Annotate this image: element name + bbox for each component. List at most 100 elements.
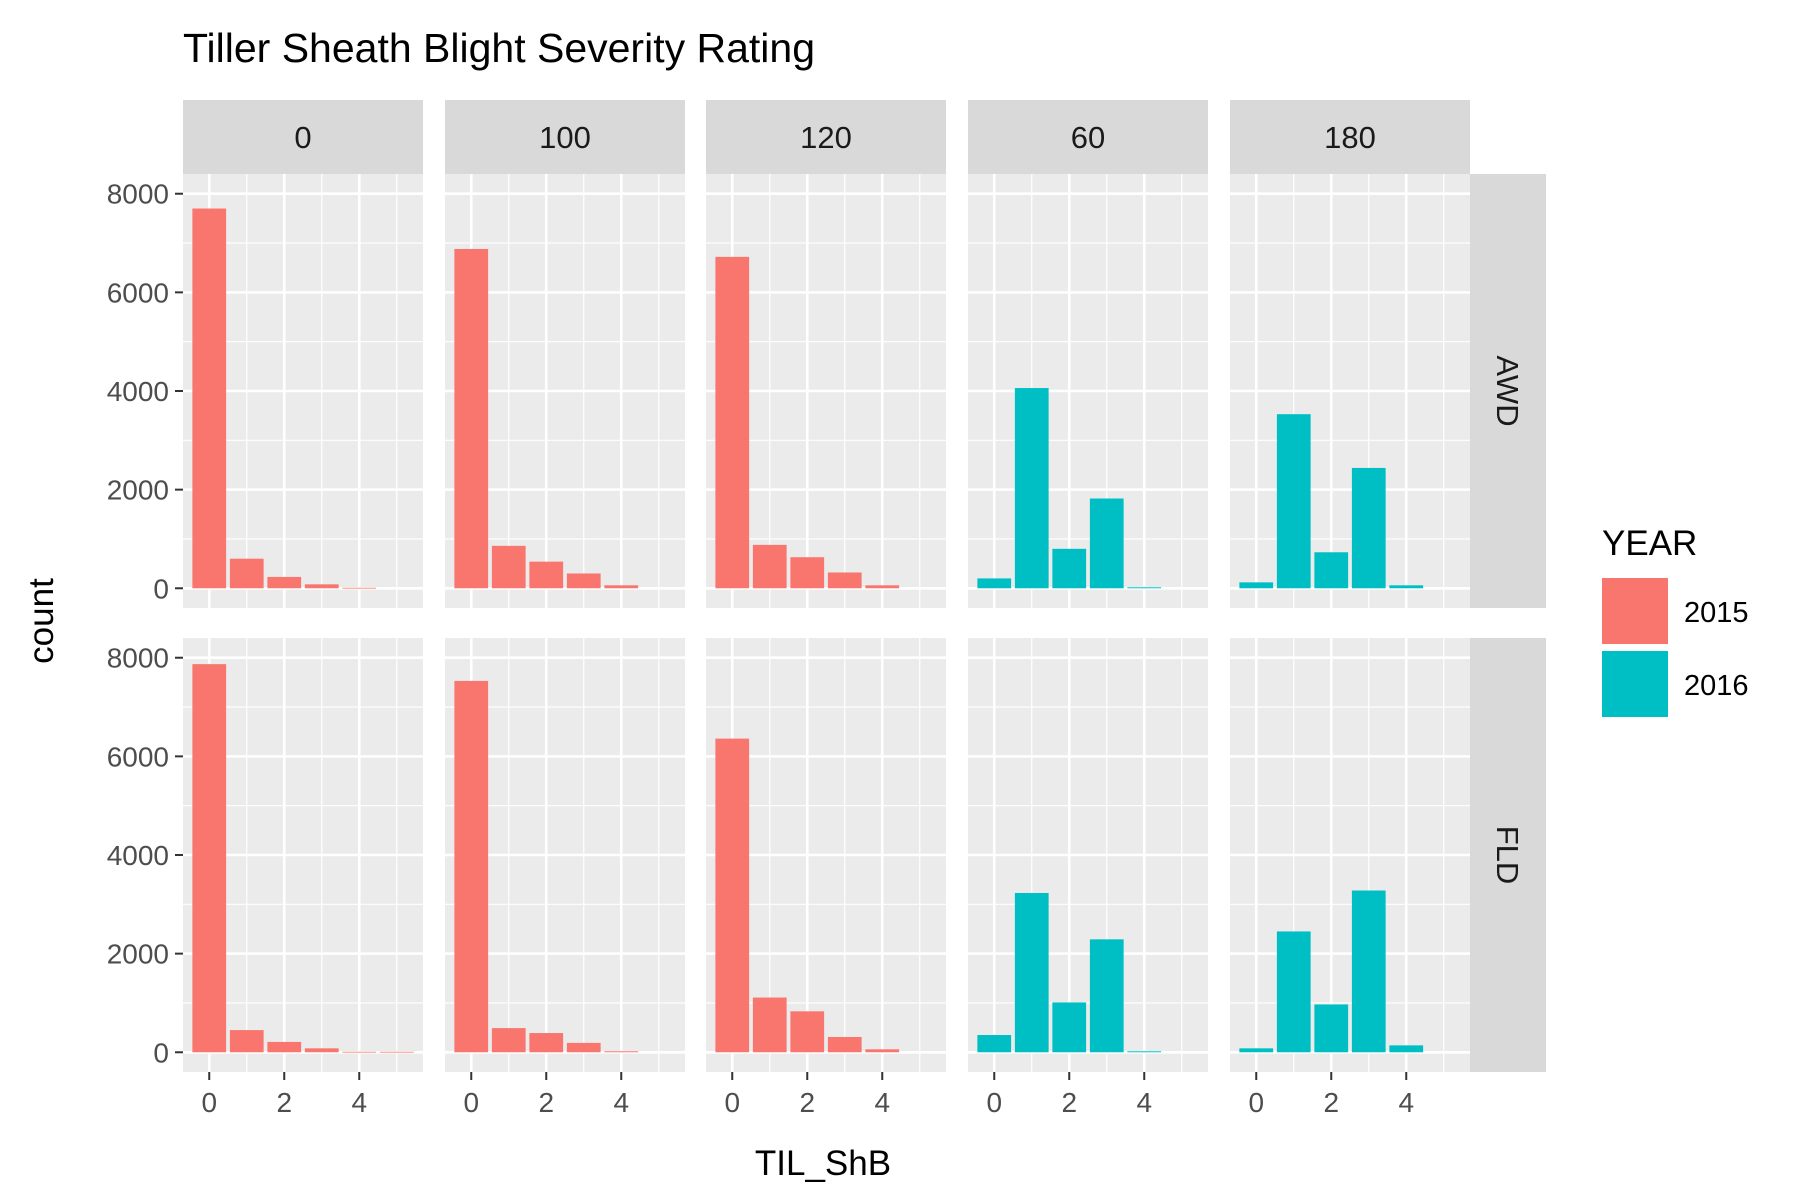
histogram-bar xyxy=(1276,931,1311,1053)
y-tick-label: 4000 xyxy=(107,376,169,407)
histogram-bar xyxy=(1314,1004,1349,1053)
x-axis-label: TIL_ShB xyxy=(755,1144,891,1183)
histogram-bar xyxy=(790,557,825,589)
histogram-bar xyxy=(1127,1051,1162,1053)
histogram-bar xyxy=(1089,498,1124,589)
histogram-bar xyxy=(790,1011,825,1053)
legend-label: 2015 xyxy=(1684,597,1749,629)
histogram-bar xyxy=(342,1051,377,1053)
x-tick-label: 2 xyxy=(799,1087,815,1118)
histogram-bar xyxy=(1351,890,1386,1053)
column-strip xyxy=(1230,100,1470,174)
histogram-bar xyxy=(715,738,750,1053)
row-strip-label: AWD xyxy=(1490,355,1525,426)
column-strip-label: 120 xyxy=(800,120,852,155)
y-tick-label: 0 xyxy=(153,573,169,604)
histogram-bar xyxy=(1389,1045,1424,1053)
histogram-bar xyxy=(1052,1002,1087,1053)
histogram-bar xyxy=(454,248,489,589)
legend: YEAR 2015 2016 xyxy=(1602,524,1749,717)
column-strip-label: 60 xyxy=(1071,120,1105,155)
histogram-bar xyxy=(304,1048,339,1053)
x-tick-label: 4 xyxy=(1136,1087,1152,1118)
histogram-bar xyxy=(865,1049,900,1053)
x-tick-label: 2 xyxy=(1323,1087,1339,1118)
histogram-bar xyxy=(267,576,302,589)
row-strip xyxy=(1470,638,1546,1072)
histogram-bar xyxy=(529,561,564,589)
y-tick-label: 2000 xyxy=(107,939,169,970)
x-tick-label: 2 xyxy=(276,1087,292,1118)
x-tick-label: 0 xyxy=(986,1087,1002,1118)
legend-title: YEAR xyxy=(1602,524,1697,563)
y-tick-label: 0 xyxy=(153,1037,169,1068)
histogram-bar xyxy=(1239,1048,1274,1053)
histogram-bar xyxy=(1127,587,1162,589)
histogram-bar xyxy=(752,997,787,1053)
histogram-bar xyxy=(491,545,526,589)
x-tick-label: 2 xyxy=(1061,1087,1077,1118)
x-tick-label: 2 xyxy=(538,1087,554,1118)
x-tick-label: 0 xyxy=(201,1087,217,1118)
legend-swatch xyxy=(1602,578,1668,644)
histogram-bar xyxy=(529,1033,564,1053)
x-tick-label: 4 xyxy=(874,1087,890,1118)
histogram-bar xyxy=(827,572,862,589)
x-tick-label: 0 xyxy=(1248,1087,1264,1118)
histogram-bar xyxy=(192,664,227,1053)
histogram-bar xyxy=(454,680,489,1053)
histogram-bar xyxy=(1276,414,1311,589)
histogram-bar xyxy=(715,256,750,589)
legend-label: 2016 xyxy=(1684,670,1749,702)
histogram-bar xyxy=(192,208,227,589)
histogram-bar xyxy=(1239,582,1274,589)
histogram-bar xyxy=(827,1036,862,1053)
row-strip xyxy=(1470,174,1546,608)
y-tick-label: 6000 xyxy=(107,277,169,308)
histogram-bar xyxy=(566,573,601,589)
histogram-bar xyxy=(304,584,339,589)
histogram-bar xyxy=(977,1035,1012,1053)
column-strip xyxy=(706,100,946,174)
column-strip xyxy=(968,100,1208,174)
histogram-bar xyxy=(1052,548,1087,589)
y-tick-label: 2000 xyxy=(107,475,169,506)
x-tick-label: 4 xyxy=(1398,1087,1414,1118)
histogram-bar xyxy=(1351,467,1386,589)
y-tick-label: 4000 xyxy=(107,840,169,871)
legend-swatch xyxy=(1602,651,1668,717)
x-tick-label: 4 xyxy=(613,1087,629,1118)
column-strip-label: 0 xyxy=(294,120,311,155)
histogram-bar xyxy=(566,1042,601,1053)
histogram-bar xyxy=(977,578,1012,589)
y-tick-label: 8000 xyxy=(107,179,169,210)
histogram-bar xyxy=(604,1051,639,1053)
histogram-bar xyxy=(1089,939,1124,1053)
histogram-bar xyxy=(1014,388,1049,589)
row-strip-label: FLD xyxy=(1490,826,1525,885)
y-axis-label: count xyxy=(22,578,61,664)
histogram-bar xyxy=(379,1051,414,1053)
column-strip xyxy=(445,100,685,174)
column-strip xyxy=(183,100,423,174)
histogram-bar xyxy=(1389,585,1424,589)
column-strip-label: 180 xyxy=(1324,120,1376,155)
column-strip-label: 100 xyxy=(539,120,591,155)
histogram-bar xyxy=(229,558,264,589)
histogram-bar xyxy=(1314,552,1349,589)
facet-panels: 0 100 120 60 180AWDFLD0200040006000800002000… xyxy=(107,100,1546,1118)
x-tick-label: 0 xyxy=(724,1087,740,1118)
histogram-bar xyxy=(1014,892,1049,1053)
histogram-bar xyxy=(229,1030,264,1053)
y-tick-label: 6000 xyxy=(107,741,169,772)
histogram-bar xyxy=(342,587,377,589)
histogram-bar xyxy=(752,544,787,589)
histogram-bar xyxy=(491,1028,526,1053)
y-tick-label: 8000 xyxy=(107,643,169,674)
x-tick-label: 0 xyxy=(463,1087,479,1118)
histogram-bar xyxy=(267,1041,302,1053)
x-tick-label: 4 xyxy=(351,1087,367,1118)
chart-title: Tiller Sheath Blight Severity Rating xyxy=(183,25,815,71)
histogram-bar xyxy=(865,585,900,589)
